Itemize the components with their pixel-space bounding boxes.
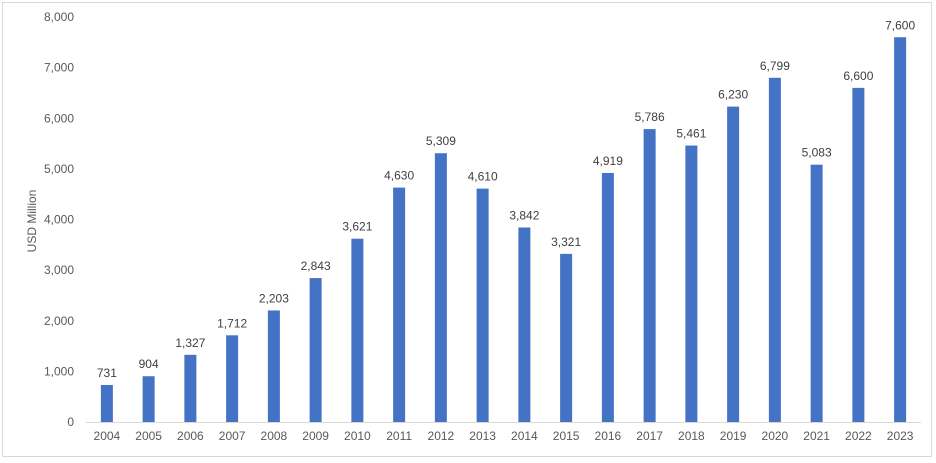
x-axis-ticks: 2004 2005 2006 2007 2008 2009 2010 2011 2012 2013… bbox=[94, 429, 914, 443]
bar-data-label: 7,600 bbox=[885, 18, 915, 32]
y-tick-label: 0 bbox=[67, 415, 74, 429]
bar-data-label: 3,321 bbox=[551, 235, 581, 249]
y-tick-label: 7,000 bbox=[44, 61, 74, 75]
x-tick-label: 2005 bbox=[135, 429, 162, 443]
bar-chart: USD Million 0 1,000 2,000 3,000 4,000 5,000 6,… bbox=[25, 10, 921, 443]
bar-data-label: 6,799 bbox=[760, 59, 790, 73]
bar-data-label: 6,230 bbox=[718, 88, 748, 102]
x-tick-label: 2006 bbox=[177, 429, 204, 443]
x-tick-label: 2017 bbox=[636, 429, 663, 443]
bar-data-label: 3,842 bbox=[509, 208, 539, 222]
bar-data-label: 1,712 bbox=[217, 316, 247, 330]
bar bbox=[100, 384, 113, 422]
bar-data-label: 4,919 bbox=[593, 154, 623, 168]
y-axis-title: USD Million bbox=[25, 190, 39, 253]
bar bbox=[685, 145, 698, 423]
x-tick-label: 2022 bbox=[845, 429, 872, 443]
x-tick-label: 2011 bbox=[386, 429, 412, 443]
bar bbox=[267, 310, 280, 422]
y-axis-ticks: 0 1,000 2,000 3,000 4,000 5,000 6,000 7,000 8,00… bbox=[44, 10, 74, 429]
bar bbox=[894, 37, 907, 422]
x-tick-label: 2012 bbox=[428, 429, 455, 443]
x-tick-label: 2021 bbox=[803, 429, 830, 443]
x-tick-label: 2023 bbox=[887, 429, 914, 443]
x-tick-label: 2014 bbox=[511, 429, 538, 443]
bar-data-label: 3,621 bbox=[342, 220, 372, 234]
bar bbox=[601, 172, 614, 422]
x-tick-label: 2004 bbox=[94, 429, 121, 443]
bar bbox=[852, 87, 865, 422]
y-tick-label: 3,000 bbox=[44, 263, 74, 277]
x-tick-label: 2013 bbox=[469, 429, 496, 443]
bar bbox=[393, 187, 406, 422]
bar bbox=[142, 376, 155, 422]
bar-data-label: 2,843 bbox=[301, 259, 331, 273]
bar-data-label: 5,461 bbox=[676, 127, 706, 141]
bar-data-label: 904 bbox=[139, 357, 159, 371]
x-tick-label: 2009 bbox=[302, 429, 329, 443]
y-tick-label: 6,000 bbox=[44, 111, 74, 125]
y-tick-label: 5,000 bbox=[44, 162, 74, 176]
x-tick-label: 2019 bbox=[720, 429, 747, 443]
data-labels: 731 904 1,327 1,712 2,203 2,843 3,621 4,630 5,30… bbox=[97, 18, 916, 380]
bars bbox=[100, 37, 907, 423]
y-tick-label: 1,000 bbox=[44, 364, 74, 378]
chart-frame: USD Million 0 1,000 2,000 3,000 4,000 5,000 6,… bbox=[2, 2, 932, 457]
x-tick-label: 2020 bbox=[762, 429, 789, 443]
x-tick-label: 2016 bbox=[595, 429, 622, 443]
bar-data-label: 5,309 bbox=[426, 134, 456, 148]
bar bbox=[309, 278, 322, 422]
x-tick-label: 2007 bbox=[219, 429, 246, 443]
bar bbox=[226, 335, 239, 422]
bar-data-label: 731 bbox=[97, 366, 117, 380]
bar-data-label: 1,327 bbox=[175, 336, 205, 350]
bar-data-label: 4,630 bbox=[384, 169, 414, 183]
bar bbox=[434, 153, 447, 422]
bar bbox=[476, 188, 489, 422]
y-tick-label: 4,000 bbox=[44, 213, 74, 227]
bar bbox=[351, 238, 364, 422]
bar bbox=[184, 354, 197, 422]
y-tick-label: 8,000 bbox=[44, 10, 74, 24]
bar-data-label: 6,600 bbox=[843, 69, 873, 83]
y-tick-label: 2,000 bbox=[44, 314, 74, 328]
x-tick-label: 2008 bbox=[261, 429, 288, 443]
bar-data-label: 5,786 bbox=[635, 110, 665, 124]
bar bbox=[768, 77, 781, 422]
x-tick-label: 2018 bbox=[678, 429, 705, 443]
bar-data-label: 2,203 bbox=[259, 291, 289, 305]
bar bbox=[518, 227, 531, 422]
x-tick-label: 2010 bbox=[344, 429, 371, 443]
bar bbox=[643, 129, 656, 422]
bar bbox=[810, 164, 823, 422]
x-tick-label: 2015 bbox=[553, 429, 580, 443]
bar-data-label: 4,610 bbox=[468, 170, 498, 184]
bar bbox=[560, 253, 573, 422]
bar-data-label: 5,083 bbox=[802, 146, 832, 160]
bar bbox=[727, 106, 740, 422]
